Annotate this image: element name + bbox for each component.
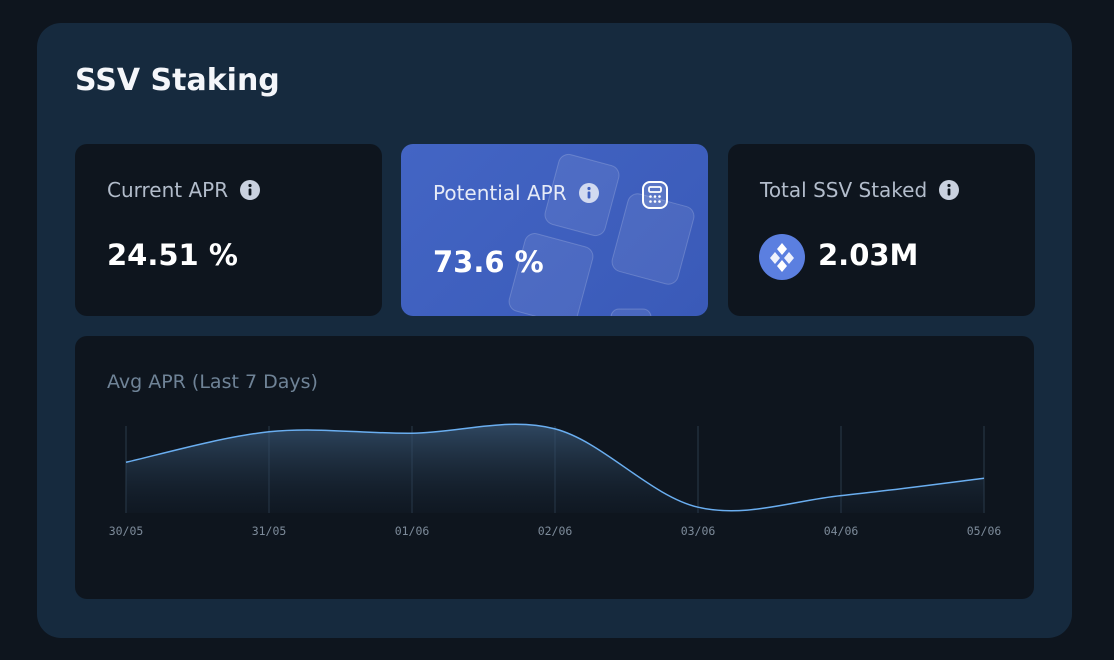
stat-card: Potential APR 73.6 % (401, 144, 708, 316)
stat-value: 24.51 % (107, 238, 238, 272)
x-tick-label: 03/06 (681, 524, 716, 538)
info-icon[interactable] (578, 183, 599, 203)
line-area (126, 424, 984, 513)
x-tick-label: 05/06 (967, 524, 1002, 538)
info-icon[interactable] (939, 180, 960, 200)
stat-card: Total SSV Staked 2.03M (728, 144, 1035, 316)
x-tick-label: 31/05 (252, 524, 287, 538)
stat-label-row: Current APR (107, 178, 261, 202)
card-decoration (508, 153, 695, 316)
stat-card: Current APR 24.51 % (75, 144, 382, 316)
ssv-logo (759, 234, 805, 280)
x-tick-label: 30/05 (109, 524, 144, 538)
stat-label-row: Total SSV Staked (760, 178, 960, 202)
stat-label: Total SSV Staked (760, 178, 928, 202)
x-tick-label: 02/06 (538, 524, 573, 538)
stat-value: 73.6 % (433, 245, 544, 279)
chart: 30/05 31/05 01/06 02/06 03/06 04/06 05/06 (109, 423, 1002, 538)
calculator-icon[interactable] (642, 181, 668, 209)
x-tick-label: 01/06 (395, 524, 430, 538)
stat-label-row: Potential APR (433, 181, 599, 205)
staking-panel: SSV Staking Current APR 24.51 % Potentia… (37, 23, 1072, 638)
stat-label: Current APR (107, 178, 229, 202)
chart-card: Avg APR (Last 7 Days) 30/05 31/05 01/06 02/… (75, 336, 1034, 599)
info-icon[interactable] (240, 180, 261, 200)
x-tick-label: 04/06 (824, 524, 859, 538)
chart-title: Avg APR (Last 7 Days) (107, 371, 318, 393)
line (125, 423, 985, 512)
stat-label: Potential APR (433, 181, 567, 205)
stat-value: 2.03M (818, 238, 919, 272)
panel-title: SSV Staking (75, 63, 280, 98)
